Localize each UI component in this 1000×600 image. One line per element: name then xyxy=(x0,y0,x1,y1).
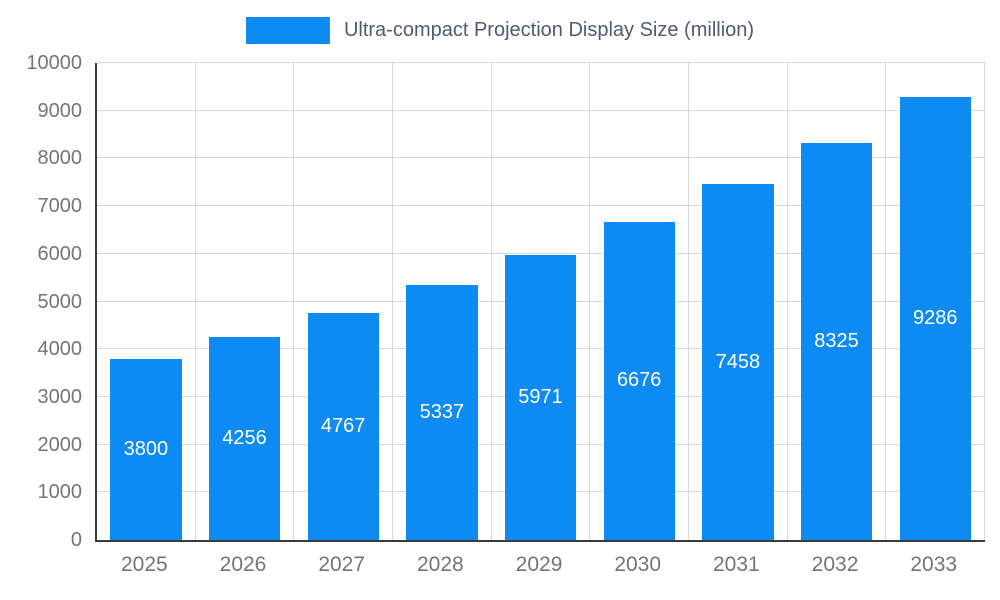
category-column-2025: 3800 xyxy=(97,63,196,540)
category-column-2026: 4256 xyxy=(196,63,295,540)
x-tick-label: 2029 xyxy=(515,553,563,576)
bar-2027: 4767 xyxy=(307,312,379,540)
y-tick-label: 8000 xyxy=(37,147,83,170)
gridline-horizontal xyxy=(97,157,985,159)
category-column-2033: 9286 xyxy=(886,63,986,540)
x-tick-label: 2028 xyxy=(416,553,464,576)
y-tick-label: 6000 xyxy=(37,242,83,265)
bar-value-label: 5971 xyxy=(518,386,563,409)
plot-area: 3800 4256 4767 5337 5971 6676 7458 8325 9286 xyxy=(95,62,986,542)
bar-value-label: 4767 xyxy=(320,414,366,437)
legend-swatch xyxy=(245,17,330,44)
x-tick-label: 2033 xyxy=(910,553,958,576)
bar-value-label: 3800 xyxy=(123,437,169,460)
category-column-2027: 4767 xyxy=(294,63,394,540)
x-tick-label: 2026 xyxy=(219,553,267,576)
x-tick-label: 2032 xyxy=(811,553,859,576)
bar-value-label: 8325 xyxy=(814,329,859,352)
x-tick-label: 2031 xyxy=(713,553,760,576)
bar-value-label: 9286 xyxy=(912,307,958,330)
x-tick-label: 2025 xyxy=(120,553,168,576)
y-tick-label: 5000 xyxy=(37,290,83,313)
bar-2026: 4256 xyxy=(208,337,281,540)
plot-columns: 3800 4256 4767 5337 5971 6676 7458 8325 9286 xyxy=(97,63,986,540)
category-column-2031: 7458 xyxy=(689,63,788,540)
bar-2033: 9286 xyxy=(899,97,971,540)
x-axis-labels: 2025 2026 2027 2028 2029 2030 2031 2032 2033 xyxy=(95,553,983,577)
category-column-2030: 6676 xyxy=(590,63,690,540)
gridline-horizontal xyxy=(97,109,985,111)
bar-2030: 6676 xyxy=(603,221,675,540)
y-tick-label: 0 xyxy=(70,529,82,551)
y-tick-label: 1000 xyxy=(37,481,83,504)
gridline-horizontal xyxy=(97,252,985,254)
y-tick-label: 3000 xyxy=(37,385,83,408)
bar-2031: 7458 xyxy=(702,184,774,540)
y-tick-label: 7000 xyxy=(37,195,83,218)
bar-value-label: 4256 xyxy=(222,427,267,449)
bar-2028: 5337 xyxy=(406,285,478,540)
y-tick-label: 4000 xyxy=(37,338,83,361)
y-tick-label: 10000 xyxy=(26,52,82,74)
x-tick-label: 2027 xyxy=(318,553,366,576)
x-tick-label: 2030 xyxy=(614,553,662,576)
category-column-2028: 5337 xyxy=(393,63,492,540)
bar-2032: 8325 xyxy=(800,142,873,540)
gridline-horizontal xyxy=(97,205,985,207)
legend[interactable]: Ultra-compact Projection Display Size (m… xyxy=(245,17,755,44)
y-tick-label: 2000 xyxy=(37,433,83,456)
bar-value-label: 5337 xyxy=(419,401,465,424)
gridline-horizontal xyxy=(97,62,985,63)
bar-2029: 5971 xyxy=(504,255,577,540)
legend-label: Ultra-compact Projection Display Size (m… xyxy=(343,19,755,41)
y-axis-labels: 0 1000 2000 3000 4000 5000 6000 7000 8000 9000 100… xyxy=(0,53,83,550)
bar-2025: 3800 xyxy=(110,358,182,540)
category-column-2029: 5971 xyxy=(492,63,591,540)
category-column-2032: 8325 xyxy=(788,63,887,540)
bar-value-label: 6676 xyxy=(616,369,662,392)
bar-value-label: 7458 xyxy=(715,350,761,373)
y-tick-label: 9000 xyxy=(37,99,83,122)
